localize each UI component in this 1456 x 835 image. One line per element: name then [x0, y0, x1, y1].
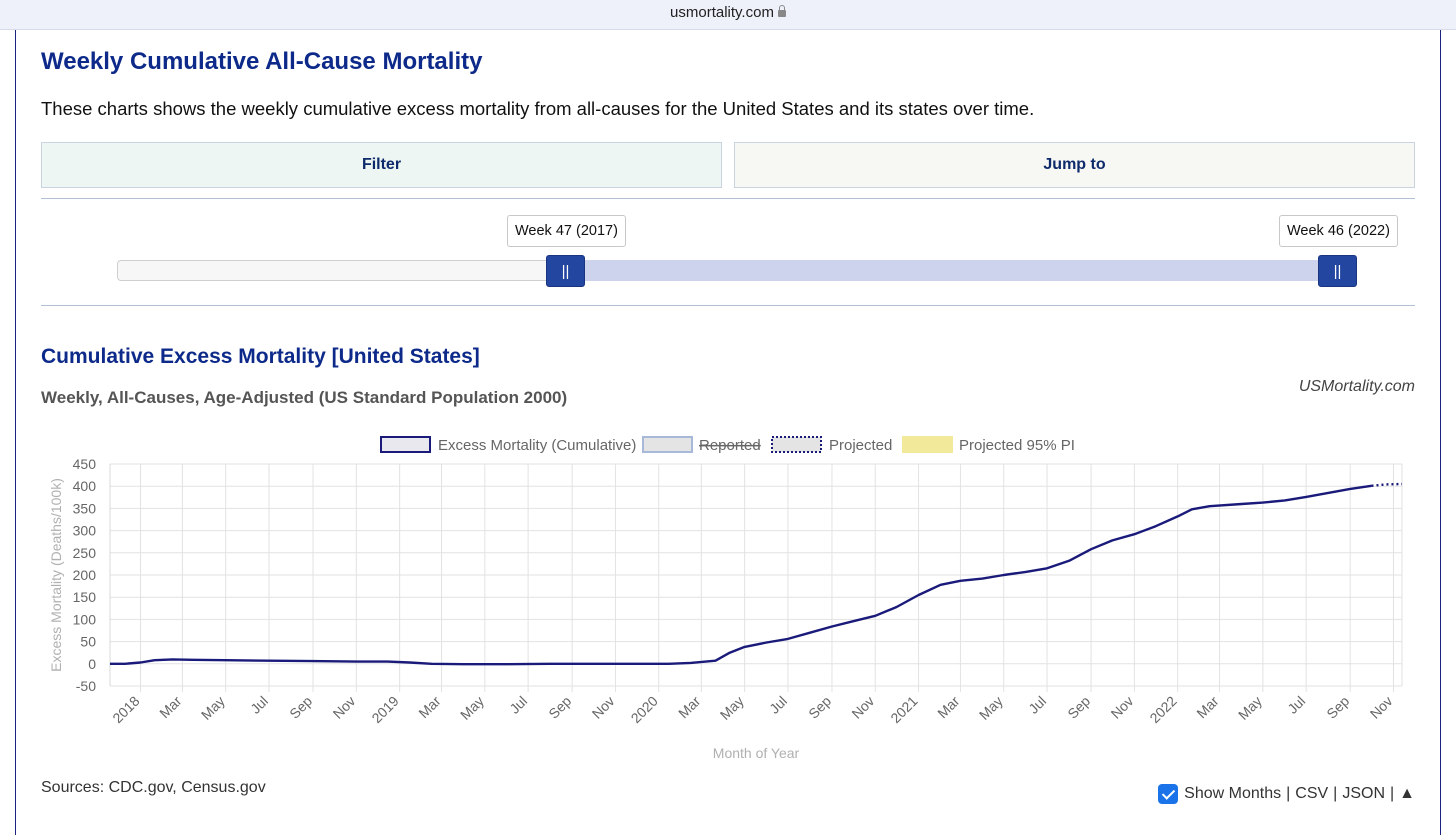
- date-range-slider-selection[interactable]: [565, 260, 1337, 281]
- x-tick-label: Mar: [415, 693, 444, 722]
- x-tick-label: May: [1235, 693, 1265, 723]
- legend-swatch: [642, 436, 693, 453]
- x-tick-label: Mar: [1193, 693, 1222, 722]
- x-tick-label: Jul: [247, 693, 271, 717]
- legend-label: Projected: [829, 437, 892, 454]
- lock-icon: [777, 5, 786, 17]
- x-tick-label: Mar: [934, 693, 963, 722]
- legend-item[interactable]: Reported: [642, 436, 761, 454]
- x-tick-label: 2018: [109, 693, 142, 726]
- x-tick-label: Nov: [330, 693, 359, 722]
- x-tick-label: Jul: [506, 693, 530, 717]
- x-tick-label: Jul: [1025, 693, 1049, 717]
- y-tick-label: 450: [73, 456, 97, 472]
- y-tick-label: 100: [73, 611, 97, 627]
- browser-address-bar: usmortality.com: [0, 0, 1456, 30]
- x-tick-label: 2022: [1146, 693, 1179, 726]
- chart-grid: [110, 463, 1402, 692]
- x-tick-label: 2020: [628, 693, 661, 726]
- series-line-projected: [1371, 482, 1403, 487]
- chart-subtitle: Weekly, All-Causes, Age-Adjusted (US Sta…: [41, 388, 568, 407]
- y-tick-label: 250: [73, 545, 97, 561]
- legend-label: Excess Mortality (Cumulative): [438, 437, 636, 454]
- slider-start-handle[interactable]: ||: [546, 255, 585, 287]
- chart-title: Cumulative Excess Mortality [United Stat…: [41, 345, 480, 368]
- x-tick-label: Jul: [1284, 693, 1308, 717]
- x-tick-label: 2021: [887, 693, 920, 726]
- x-tick-label: Nov: [1108, 693, 1137, 722]
- legend-item[interactable]: Projected 95% PI: [902, 436, 1075, 454]
- legend-swatch: [771, 436, 822, 453]
- separator: |: [1286, 785, 1291, 802]
- jump-to-button[interactable]: Jump to: [734, 142, 1415, 188]
- slider-start-tooltip: Week 47 (2017): [507, 215, 626, 247]
- json-link[interactable]: JSON: [1342, 785, 1385, 802]
- csv-link[interactable]: CSV: [1295, 785, 1329, 802]
- x-tick-label: May: [198, 693, 228, 723]
- slider-end-handle[interactable]: ||: [1318, 255, 1357, 287]
- separator: |: [1333, 785, 1338, 802]
- chart-options: Show Months | CSV | JSON | ▲: [1158, 784, 1415, 804]
- legend-item[interactable]: Excess Mortality (Cumulative): [380, 436, 636, 454]
- y-tick-label: 200: [73, 567, 97, 583]
- page-frame: [15, 30, 1441, 835]
- y-tick-label: 150: [73, 589, 97, 605]
- show-months-checkbox[interactable]: [1158, 784, 1179, 804]
- x-axis-title: Month of Year: [713, 745, 800, 761]
- x-tick-label: 2019: [368, 693, 401, 726]
- x-tick-label: Sep: [805, 693, 834, 722]
- x-tick-label: Sep: [1064, 693, 1093, 722]
- chart-series: [110, 482, 1403, 666]
- chart-legend[interactable]: Excess Mortality (Cumulative) Reported Pro…: [380, 436, 1075, 454]
- y-tick-label: 50: [80, 634, 96, 650]
- x-tick-label: Nov: [1367, 693, 1396, 722]
- legend-swatch: [902, 436, 953, 453]
- x-tick-label: May: [457, 693, 487, 723]
- x-tick-label: May: [976, 693, 1006, 723]
- separator: |: [1390, 785, 1395, 802]
- legend-label: Projected 95% PI: [959, 437, 1075, 454]
- scroll-top-link[interactable]: ▲: [1399, 785, 1415, 802]
- divider-bottom: [41, 305, 1415, 306]
- url-text: usmortality.com: [670, 4, 774, 21]
- x-tick-label: Sep: [286, 693, 315, 722]
- x-tick-label: Jul: [766, 693, 790, 717]
- divider-top: [41, 198, 1415, 199]
- y-tick-label: -50: [76, 678, 96, 694]
- chart-axes: -50 0 50 100 150 200 250 300 350 400 450 2018 Mar May…: [48, 456, 1403, 761]
- x-tick-label: Mar: [675, 693, 704, 722]
- show-months-label[interactable]: Show Months: [1184, 785, 1282, 802]
- x-tick-label: Mar: [156, 693, 185, 722]
- series-line-excess-mortality: [110, 484, 1372, 666]
- url-display[interactable]: usmortality.com: [0, 4, 1456, 21]
- y-tick-label: 400: [73, 478, 97, 494]
- brand-watermark: USMortality.com: [1298, 378, 1415, 395]
- sources-note: Sources: CDC.gov, Census.gov: [41, 779, 266, 796]
- y-tick-label: 300: [73, 523, 97, 539]
- x-tick-label: May: [717, 693, 747, 723]
- y-tick-label: 350: [73, 500, 97, 516]
- x-tick-label: Nov: [848, 693, 877, 722]
- page-title: Weekly Cumulative All-Cause Mortality: [41, 48, 483, 75]
- y-axis-title: Excess Mortality (Deaths/100k): [48, 478, 64, 672]
- y-tick-label: 0: [88, 656, 96, 672]
- x-tick-label: Nov: [589, 693, 618, 722]
- filter-button[interactable]: Filter: [41, 142, 722, 188]
- x-tick-label: Sep: [545, 693, 574, 722]
- legend-swatch: [380, 436, 431, 453]
- page-intro: These charts shows the weekly cumulative…: [41, 98, 1035, 119]
- x-tick-label: Sep: [1323, 693, 1352, 722]
- legend-item[interactable]: Projected: [771, 436, 892, 454]
- legend-label: Reported: [699, 437, 761, 454]
- slider-end-tooltip: Week 46 (2022): [1279, 215, 1398, 247]
